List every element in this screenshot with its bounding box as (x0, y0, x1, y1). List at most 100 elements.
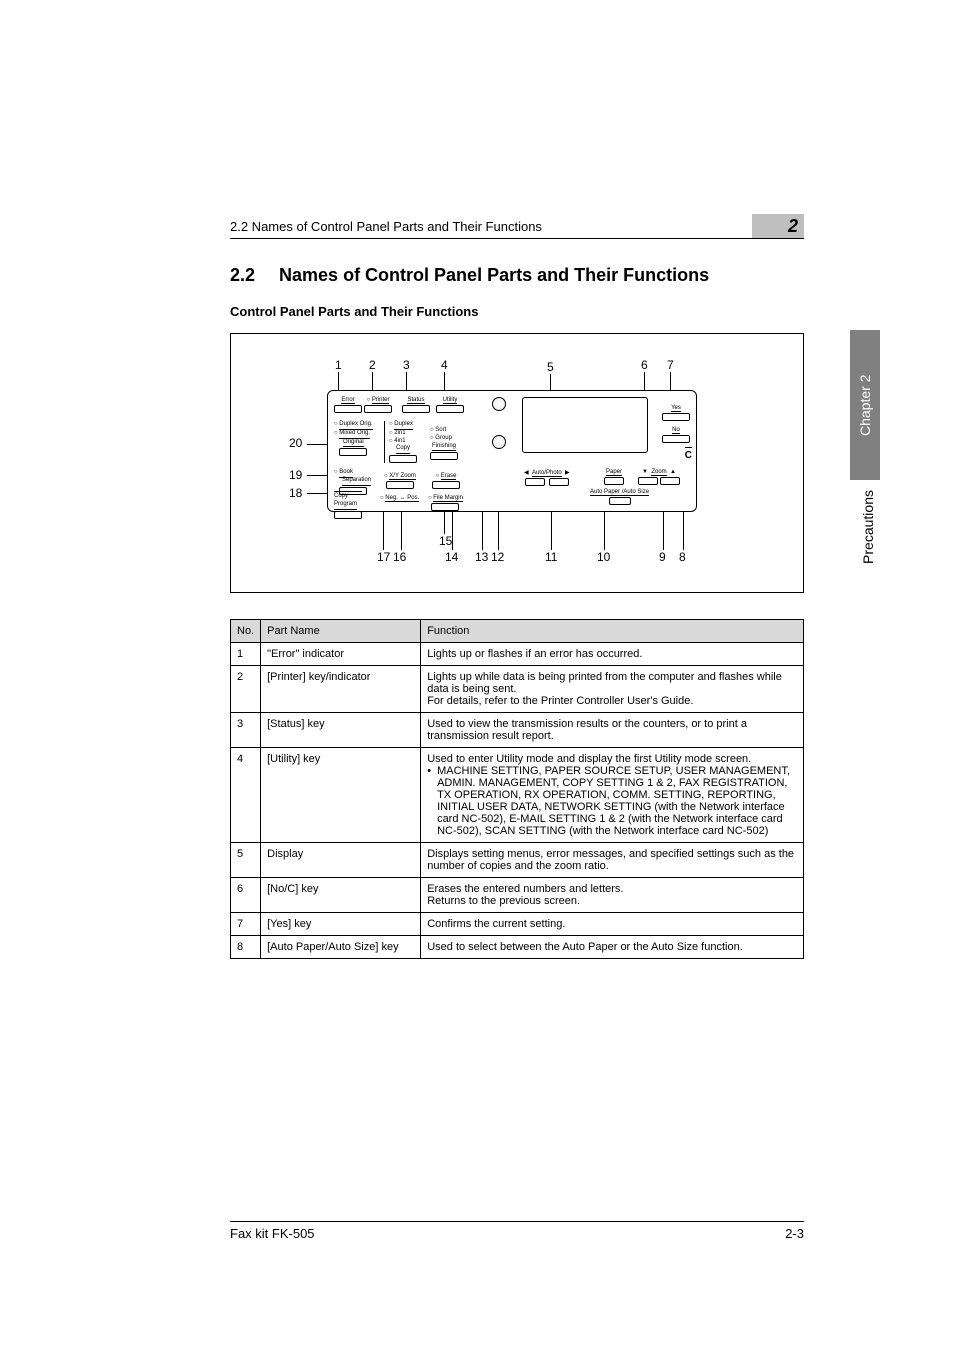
table-row: 1 "Error" indicator Lights up or flashes… (231, 643, 804, 666)
callout-17: 17 (377, 550, 390, 564)
chapter-badge: 2 (752, 214, 804, 238)
side-tab-chapter: Chapter 2 (850, 330, 880, 480)
leader (498, 512, 499, 550)
callout-8: 8 (679, 550, 686, 564)
leader (401, 512, 402, 550)
leader (307, 444, 327, 445)
finishing-group: ○ Sort ○ Group Finishing (430, 427, 458, 460)
parts-table: No. Part Name Function 1 "Error" indicat… (230, 619, 804, 959)
callout-4: 4 (441, 358, 448, 372)
table-row: 3 [Status] key Used to view the transmis… (231, 713, 804, 748)
subsection-heading: Control Panel Parts and Their Functions (230, 304, 804, 319)
cell-no: 8 (231, 936, 261, 959)
callout-12: 12 (491, 550, 504, 564)
footer-right: 2-3 (785, 1226, 804, 1241)
cell-part: [No/C] key (261, 878, 421, 913)
col-no: No. (231, 620, 261, 643)
col-function: Function (421, 620, 804, 643)
control-panel-diagram: 1 2 3 4 5 6 7 20 19 18 Error ○ Printer (230, 333, 804, 593)
status-key-label: Status (402, 397, 430, 413)
page-footer: Fax kit FK-505 2-3 (230, 1221, 804, 1241)
cell-part: "Error" indicator (261, 643, 421, 666)
table-row: 8 [Auto Paper/Auto Size] key Used to sel… (231, 936, 804, 959)
zoom-group: ▼ Zoom ▲ (638, 469, 680, 485)
cell-no: 2 (231, 666, 261, 713)
cell-func: Lights up while data is being printed fr… (421, 666, 804, 713)
col-partname: Part Name (261, 620, 421, 643)
xyzoom-key-label: ○ X/Y Zoom (384, 473, 416, 489)
callout-20: 20 (289, 436, 302, 450)
leader (383, 512, 384, 550)
cell-no: 3 (231, 713, 261, 748)
section-number: 2.2 (230, 265, 255, 286)
side-tab-section: Precautions (860, 490, 876, 564)
section-title: Names of Control Panel Parts and Their F… (279, 265, 709, 286)
table-header-row: No. Part Name Function (231, 620, 804, 643)
cell-part: [Status] key (261, 713, 421, 748)
yes-key-label: Yes (662, 405, 690, 421)
running-head-text: 2.2 Names of Control Panel Parts and The… (230, 219, 542, 234)
filemargin-key-label: ○ File Margin (428, 495, 463, 511)
callout-9: 9 (659, 550, 666, 564)
auto-photo-group: ◀ Auto/Photo ▶ (524, 469, 570, 486)
table-row: 5 Display Displays setting menus, error … (231, 843, 804, 878)
negpos-key-label: ○ Neg. ↔ Pos. (380, 495, 419, 502)
leader (452, 512, 453, 550)
callout-19: 19 (289, 468, 302, 482)
callout-7: 7 (667, 358, 674, 372)
running-head-row: 2.2 Names of Control Panel Parts and The… (230, 210, 804, 239)
section-heading: 2.2 Names of Control Panel Parts and The… (230, 265, 804, 286)
leader (307, 493, 327, 494)
table-row: 4 [Utility] key Used to enter Utility mo… (231, 748, 804, 843)
cell-func: Used to enter Utility mode and display t… (421, 748, 804, 843)
autopaper-autosize-label: Auto Paper /Auto Size (590, 489, 649, 505)
printer-key-label: ○ Printer (364, 397, 392, 413)
callout-10: 10 (597, 550, 610, 564)
dial-icon (492, 397, 506, 411)
cell-no: 4 (231, 748, 261, 843)
copy-program-label: Copy Program (334, 491, 362, 519)
callout-2: 2 (369, 358, 376, 372)
cell-part: [Utility] key (261, 748, 421, 843)
callout-18: 18 (289, 486, 302, 500)
table-row: 2 [Printer] key/indicator Lights up whil… (231, 666, 804, 713)
dial-icon (492, 435, 506, 449)
leader (604, 512, 605, 550)
cell-no: 7 (231, 913, 261, 936)
c-key-label: C (685, 447, 692, 461)
cell-func: Used to view the transmission results or… (421, 713, 804, 748)
callout-1: 1 (335, 358, 342, 372)
cell-func: Confirms the current setting. (421, 913, 804, 936)
callout-3: 3 (403, 358, 410, 372)
leader (683, 512, 684, 550)
error-indicator-label: Error (334, 397, 362, 413)
cell-no: 5 (231, 843, 261, 878)
cell-part: [Auto Paper/Auto Size] key (261, 936, 421, 959)
cell-part: [Yes] key (261, 913, 421, 936)
callout-16: 16 (393, 550, 406, 564)
leader (482, 512, 483, 550)
footer-left: Fax kit FK-505 (230, 1226, 315, 1241)
paper-key-label: Paper (604, 469, 624, 485)
callout-5: 5 (547, 360, 554, 374)
callout-13: 13 (475, 550, 488, 564)
erase-key-label: ○ Erase (432, 473, 460, 489)
cell-func: Used to select between the Auto Paper or… (421, 936, 804, 959)
no-key-label: No (662, 427, 690, 443)
control-panel-outline: Error ○ Printer Status Utility Yes No C (327, 390, 697, 512)
cell-func: Lights up or flashes if an error has occ… (421, 643, 804, 666)
leader (663, 512, 664, 550)
cell-func: Displays setting menus, error messages, … (421, 843, 804, 878)
cell-part: [Printer] key/indicator (261, 666, 421, 713)
cell-part: Display (261, 843, 421, 878)
cell-no: 6 (231, 878, 261, 913)
callout-6: 6 (641, 358, 648, 372)
table-row: 6 [No/C] key Erases the entered numbers … (231, 878, 804, 913)
callout-14: 14 (445, 550, 458, 564)
leader (444, 512, 445, 534)
table-row: 7 [Yes] key Confirms the current setting… (231, 913, 804, 936)
callout-11: 11 (545, 550, 557, 564)
copy-group: ○ Duplex ○ 2in1 ○ 4in1 Copy (384, 421, 417, 463)
cell-func: Erases the entered numbers and letters. … (421, 878, 804, 913)
callout-15: 15 (439, 534, 452, 548)
